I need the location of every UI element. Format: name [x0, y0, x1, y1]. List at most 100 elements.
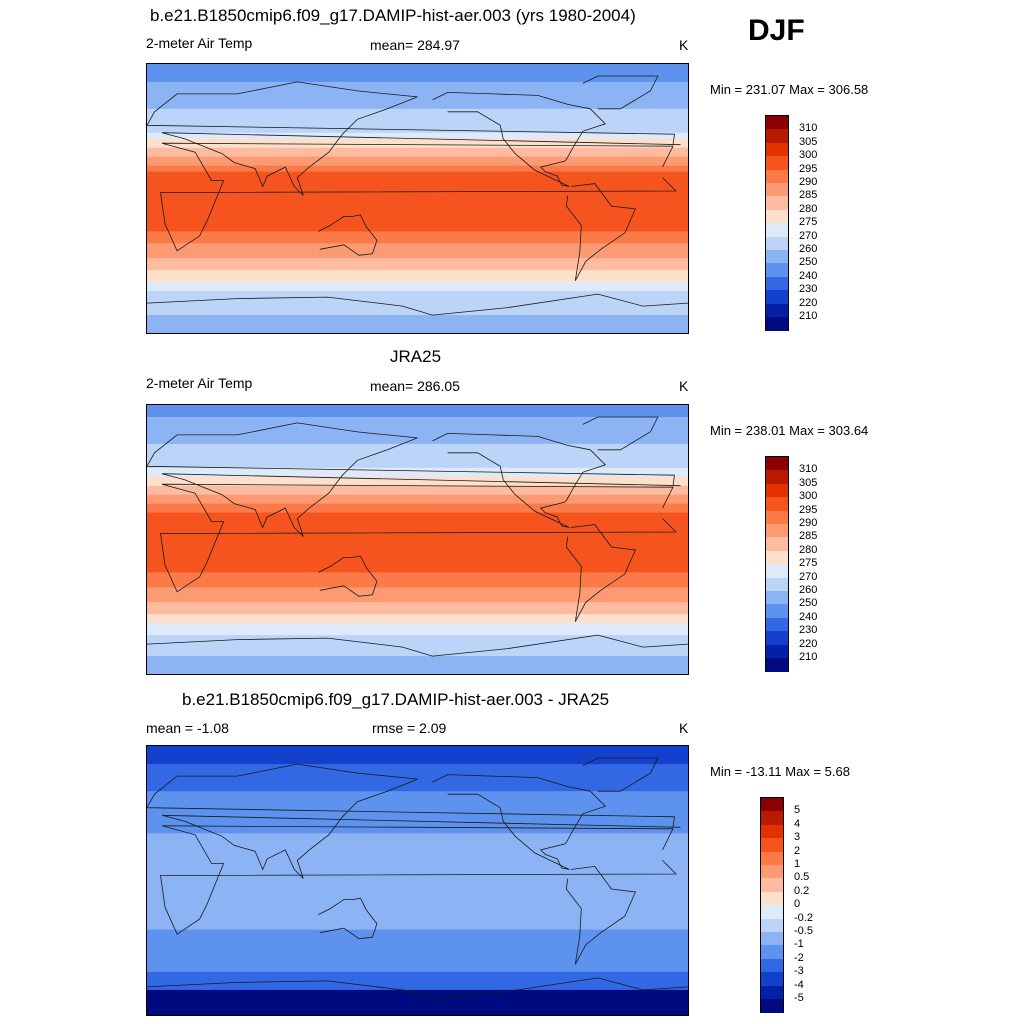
map-band	[147, 246, 688, 250]
colorbar-label: 275	[799, 557, 818, 570]
colorbar-label: 4	[794, 817, 801, 830]
map-band	[147, 249, 688, 253]
map-band	[147, 887, 688, 892]
map-band	[147, 512, 688, 517]
colorbar-swatch	[761, 958, 783, 973]
map-band	[147, 150, 688, 155]
map-band	[147, 584, 688, 588]
map-band	[147, 938, 688, 943]
coastline	[147, 422, 681, 537]
map-band	[147, 917, 688, 922]
panel-2-units-label: K	[679, 378, 689, 394]
map-band	[147, 797, 688, 801]
map-band	[147, 572, 688, 576]
colorbar-label: 210	[799, 310, 818, 322]
map-band	[147, 422, 688, 427]
map-band	[147, 126, 688, 131]
colorbar-swatch	[761, 878, 783, 893]
map-band	[147, 192, 688, 197]
colorbar-swatch	[766, 263, 788, 278]
map-band	[147, 629, 688, 633]
map-band	[147, 1007, 688, 1012]
colorbar-swatch	[761, 811, 783, 826]
map-band	[147, 228, 688, 232]
map-band	[147, 434, 688, 439]
colorbar-swatch	[766, 183, 788, 197]
map-band	[147, 64, 688, 68]
colorbar-label: 280	[799, 543, 818, 556]
map-band	[147, 446, 688, 451]
map-band	[147, 935, 688, 940]
season-label: DJF	[748, 14, 805, 47]
map-band	[147, 273, 688, 277]
map-band	[147, 1001, 688, 1006]
map-band	[147, 599, 688, 603]
coastline	[565, 183, 636, 281]
panel-1-units-label: K	[679, 37, 689, 53]
map-band	[147, 857, 688, 862]
map-band	[147, 542, 688, 547]
map-band	[147, 590, 688, 594]
map-band	[147, 99, 688, 104]
map-band	[147, 530, 688, 535]
panel-1-mean-label: mean= 284.97	[370, 37, 460, 53]
colorbar-swatch	[766, 129, 788, 144]
map-band	[147, 839, 688, 843]
map-band	[147, 87, 688, 92]
map-band	[147, 776, 688, 780]
coastline	[565, 524, 636, 622]
map-band	[147, 548, 688, 553]
map-band	[147, 405, 688, 409]
map-band	[147, 90, 688, 95]
map-band	[147, 632, 688, 636]
map-band	[147, 746, 688, 750]
map-band	[147, 297, 688, 301]
map-band	[147, 749, 688, 753]
map-band	[147, 809, 688, 813]
colorbar-label: 295	[799, 162, 818, 175]
colorbar-swatch	[766, 577, 788, 592]
map-band	[147, 806, 688, 810]
map-band	[147, 147, 688, 152]
colorbar-swatch	[766, 591, 788, 605]
map-band	[147, 860, 688, 865]
map-band	[147, 324, 688, 328]
map-band	[147, 210, 688, 215]
map-band	[147, 617, 688, 621]
map-band	[147, 485, 688, 490]
map-band	[147, 881, 688, 886]
colorbar-swatch	[761, 918, 783, 933]
map-band	[147, 174, 688, 179]
map-band	[147, 827, 688, 831]
panel-1-title: b.e21.B1850cmip6.f09_g17.DAMIP-hist-aer.…	[150, 6, 636, 25]
map-band	[147, 635, 688, 639]
colorbar-label: -2	[794, 951, 804, 964]
colorbar-label: 1	[794, 858, 801, 870]
map-band	[147, 330, 688, 333]
coastline	[582, 416, 659, 451]
map-band	[147, 539, 688, 544]
map-band	[147, 656, 688, 660]
map-band	[147, 662, 688, 666]
map-band	[147, 878, 688, 883]
colorbar-swatch	[766, 564, 788, 579]
map-band	[147, 794, 688, 798]
map-band	[147, 575, 688, 579]
map-band	[147, 497, 688, 502]
colorbar-label: 285	[799, 530, 818, 543]
colorbar-label: 250	[799, 597, 818, 610]
map-band	[147, 171, 688, 176]
map-band	[147, 461, 688, 466]
map-band	[147, 123, 688, 128]
map-band	[147, 431, 688, 436]
map-band	[147, 437, 688, 442]
colorbar-label: 270	[799, 570, 818, 583]
map-band	[147, 815, 688, 819]
map-band	[147, 848, 688, 852]
map-band	[147, 890, 688, 895]
map-band	[147, 956, 688, 961]
map-band	[147, 279, 688, 283]
map-band	[147, 587, 688, 591]
map-band	[147, 285, 688, 289]
map-band	[147, 623, 688, 627]
